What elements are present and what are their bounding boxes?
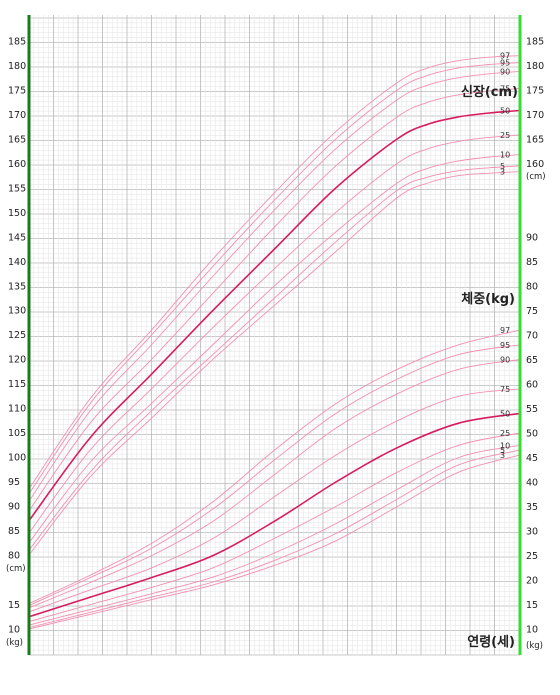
weight-percentile-label-75: 75	[500, 385, 510, 394]
weight-line-p75	[28, 388, 521, 613]
height-tick-left: 155	[8, 183, 26, 194]
height-tick-left: 95	[8, 477, 20, 488]
weight-tick-right: 35	[526, 502, 538, 513]
height-tick-left: 150	[8, 208, 26, 219]
weight-tick-right: 60	[526, 380, 538, 391]
height-tick-right: 165	[526, 134, 544, 145]
weight-tick-right: 45	[526, 453, 538, 464]
weight-tick-right: 70	[526, 331, 538, 342]
height-tick-left: 145	[8, 232, 26, 243]
weight-line-p95	[28, 344, 521, 606]
height-tick-right: 160	[526, 159, 544, 170]
weight-tick-right: 90	[526, 233, 538, 244]
height-tick-left: 120	[8, 355, 26, 366]
height-percentile-label-75: 75	[500, 84, 510, 93]
weight-percentile-label-10: 10	[500, 441, 510, 450]
chart-ticks: 8085909510010511011512012513013514014515…	[8, 37, 544, 636]
weight-percentile-label-50: 50	[500, 409, 510, 418]
weight-tick-right: 40	[526, 478, 538, 489]
height-line-p90	[28, 70, 521, 502]
height-percentile-label-50: 50	[500, 107, 510, 116]
age-title: 연령(세)	[467, 635, 515, 650]
height-tick-left: 105	[8, 428, 26, 439]
height-percentile-label-25: 25	[500, 131, 510, 140]
chart-series	[28, 55, 521, 630]
weight-percentile-label-3: 3	[500, 451, 505, 460]
height-tick-left: 170	[8, 110, 26, 121]
height-tick-left: 130	[8, 306, 26, 317]
height-percentile-label-97: 97	[500, 52, 510, 61]
height-unit-left: (cm)	[6, 564, 26, 574]
height-unit-right: (cm)	[526, 172, 546, 182]
weight-tick-left: 15	[8, 600, 20, 611]
weight-line-p10	[28, 444, 521, 626]
weight-percentile-label-25: 25	[500, 429, 510, 438]
height-line-p25	[28, 134, 521, 534]
weight-tick-right: 15	[526, 600, 538, 611]
weight-tick-right: 85	[526, 257, 538, 268]
height-line-p97	[28, 55, 521, 490]
chart-grid	[28, 15, 520, 656]
height-tick-left: 125	[8, 330, 26, 341]
weight-unit-left: (kg)	[6, 638, 23, 648]
weight-percentile-label-95: 95	[500, 341, 510, 350]
height-percentile-label-5: 5	[500, 162, 505, 171]
weight-unit-right: (kg)	[526, 641, 543, 651]
height-tick-left: 100	[8, 453, 26, 464]
weight-tick-right: 20	[526, 576, 538, 587]
weight-tick-right: 10	[526, 625, 538, 636]
weight-line-p90	[28, 359, 521, 609]
weight-line-p50	[28, 412, 521, 618]
weight-line-p3	[28, 454, 521, 630]
height-tick-left: 90	[8, 502, 20, 513]
height-tick-left: 110	[8, 404, 26, 415]
height-tick-left: 80	[8, 551, 20, 562]
height-percentile-label-95: 95	[500, 59, 510, 68]
height-tick-left: 160	[8, 159, 26, 170]
height-tick-right: 185	[526, 37, 544, 48]
height-tick-left: 180	[8, 61, 26, 72]
height-tick-left: 165	[8, 134, 26, 145]
height-tick-left: 175	[8, 85, 26, 96]
height-line-p75	[28, 88, 521, 512]
weight-percentile-label-97: 97	[500, 326, 510, 335]
height-percentile-label-10: 10	[500, 151, 510, 160]
weight-tick-right: 75	[526, 306, 538, 317]
height-title: 신장(cm)	[461, 84, 518, 100]
height-percentile-label-90: 90	[500, 67, 510, 76]
weight-line-p25	[28, 432, 521, 623]
weight-tick-right: 65	[526, 355, 538, 366]
weight-percentile-label-5: 5	[500, 446, 505, 455]
weight-title: 체중(kg)	[461, 292, 515, 307]
height-tick-right: 180	[526, 61, 544, 72]
weight-percentile-label-90: 90	[500, 356, 510, 365]
weight-tick-right: 80	[526, 282, 538, 293]
height-line-p50	[28, 109, 521, 522]
weight-tick-right: 55	[526, 404, 538, 415]
height-line-p3	[28, 171, 521, 556]
height-tick-right: 170	[526, 110, 544, 121]
weight-line-p5	[28, 449, 521, 628]
weight-tick-right: 50	[526, 429, 538, 440]
weight-line-p97	[28, 329, 521, 604]
weight-tick-left: 10	[8, 625, 20, 636]
height-tick-left: 115	[8, 379, 26, 390]
weight-tick-right: 30	[526, 527, 538, 538]
height-tick-right: 175	[526, 85, 544, 96]
height-tick-left: 135	[8, 281, 26, 292]
height-tick-left: 185	[8, 37, 26, 48]
height-line-p95	[28, 62, 521, 495]
height-tick-left: 140	[8, 257, 26, 268]
height-percentile-label-3: 3	[500, 168, 505, 177]
height-line-p5	[28, 165, 521, 551]
height-tick-left: 85	[8, 526, 20, 537]
weight-tick-right: 25	[526, 551, 538, 562]
height-line-p10	[28, 154, 521, 544]
